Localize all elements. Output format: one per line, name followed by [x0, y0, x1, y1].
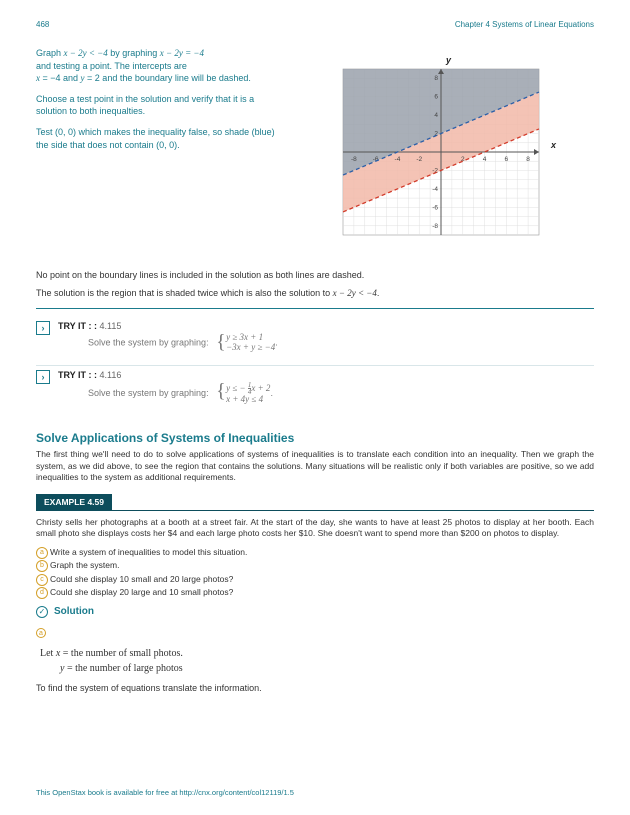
part-c: Could she display 10 small and 20 large …: [36, 573, 594, 587]
inequality-graph: -8-8-6-6-4-4-2-222446688xy: [321, 47, 561, 257]
svg-text:4: 4: [434, 112, 438, 119]
chevron-right-icon: ›: [36, 321, 50, 335]
graph-instruction-1: Graph x − 2y < −4 by graphing x − 2y = −…: [36, 47, 276, 85]
part-a-marker: a: [36, 628, 46, 638]
solution-closing: To find the system of equations translat…: [36, 682, 594, 696]
divider: [36, 308, 594, 309]
svg-text:-4: -4: [432, 186, 438, 193]
example-stem: Christy sells her photographs at a booth…: [36, 517, 594, 540]
svg-text:-6: -6: [373, 156, 379, 163]
svg-text:-2: -2: [416, 156, 422, 163]
tryit-prompt: Solve the system by graphing:: [88, 337, 209, 347]
top-explanation: Graph x − 2y < −4 by graphing x − 2y = −…: [36, 47, 594, 257]
example-rule: [36, 510, 594, 511]
footer-attribution: This OpenStax book is available for free…: [36, 788, 294, 797]
svg-text:4: 4: [483, 156, 487, 163]
solution-heading: ✓ Solution: [36, 606, 594, 618]
chapter-title: Chapter 4 Systems of Linear Equations: [455, 20, 594, 29]
svg-text:6: 6: [505, 156, 509, 163]
chevron-right-icon: ›: [36, 370, 50, 384]
tryit-label: TRY IT : :: [58, 321, 97, 331]
tryit-number: 4.116: [100, 370, 122, 380]
svg-text:x: x: [550, 140, 557, 150]
section-heading: Solve Applications of Systems of Inequal…: [36, 431, 594, 445]
svg-text:-8: -8: [351, 156, 357, 163]
svg-text:8: 8: [526, 156, 530, 163]
graph-instruction-3: Test (0, 0) which makes the inequality f…: [36, 126, 276, 151]
svg-text:-4: -4: [395, 156, 401, 163]
part-b: Graph the system.: [36, 559, 594, 573]
part-d: Could she display 20 large and 10 small …: [36, 586, 594, 600]
after-graph-2: The solution is the region that is shade…: [36, 287, 594, 301]
part-a: Write a system of inequalities to model …: [36, 546, 594, 560]
svg-text:-8: -8: [432, 223, 438, 230]
page-number: 468: [36, 20, 49, 29]
tryit-number: 4.115: [100, 321, 122, 331]
svg-text:8: 8: [434, 75, 438, 82]
variable-definitions: Let x = the number of small photos. y = …: [40, 646, 594, 676]
system-1: y ≥ 3x + 1 −3x + y ≥ −4: [216, 333, 275, 353]
check-icon: ✓: [36, 606, 48, 618]
svg-text:6: 6: [434, 94, 438, 101]
section-intro: The first thing we'll need to do to solv…: [36, 449, 594, 483]
example-parts: Write a system of inequalities to model …: [36, 546, 594, 600]
tryit-prompt: Solve the system by graphing:: [88, 388, 209, 398]
after-graph-1: No point on the boundary lines is includ…: [36, 269, 594, 283]
example-badge: EXAMPLE 4.59: [36, 494, 112, 510]
svg-text:-6: -6: [432, 204, 438, 211]
svg-text:y: y: [445, 55, 452, 65]
tryit-4-115: › TRY IT : : 4.115 Solve the system by g…: [36, 317, 594, 366]
tryit-label: TRY IT : :: [58, 370, 97, 380]
solution-label: Solution: [54, 606, 94, 617]
graph-instruction-2: Choose a test point in the solution and …: [36, 93, 276, 118]
tryit-4-116: › TRY IT : : 4.116 Solve the system by g…: [36, 366, 594, 417]
system-2: y ≤ − 14x + 2 x + 4y ≤ 4: [216, 382, 270, 405]
